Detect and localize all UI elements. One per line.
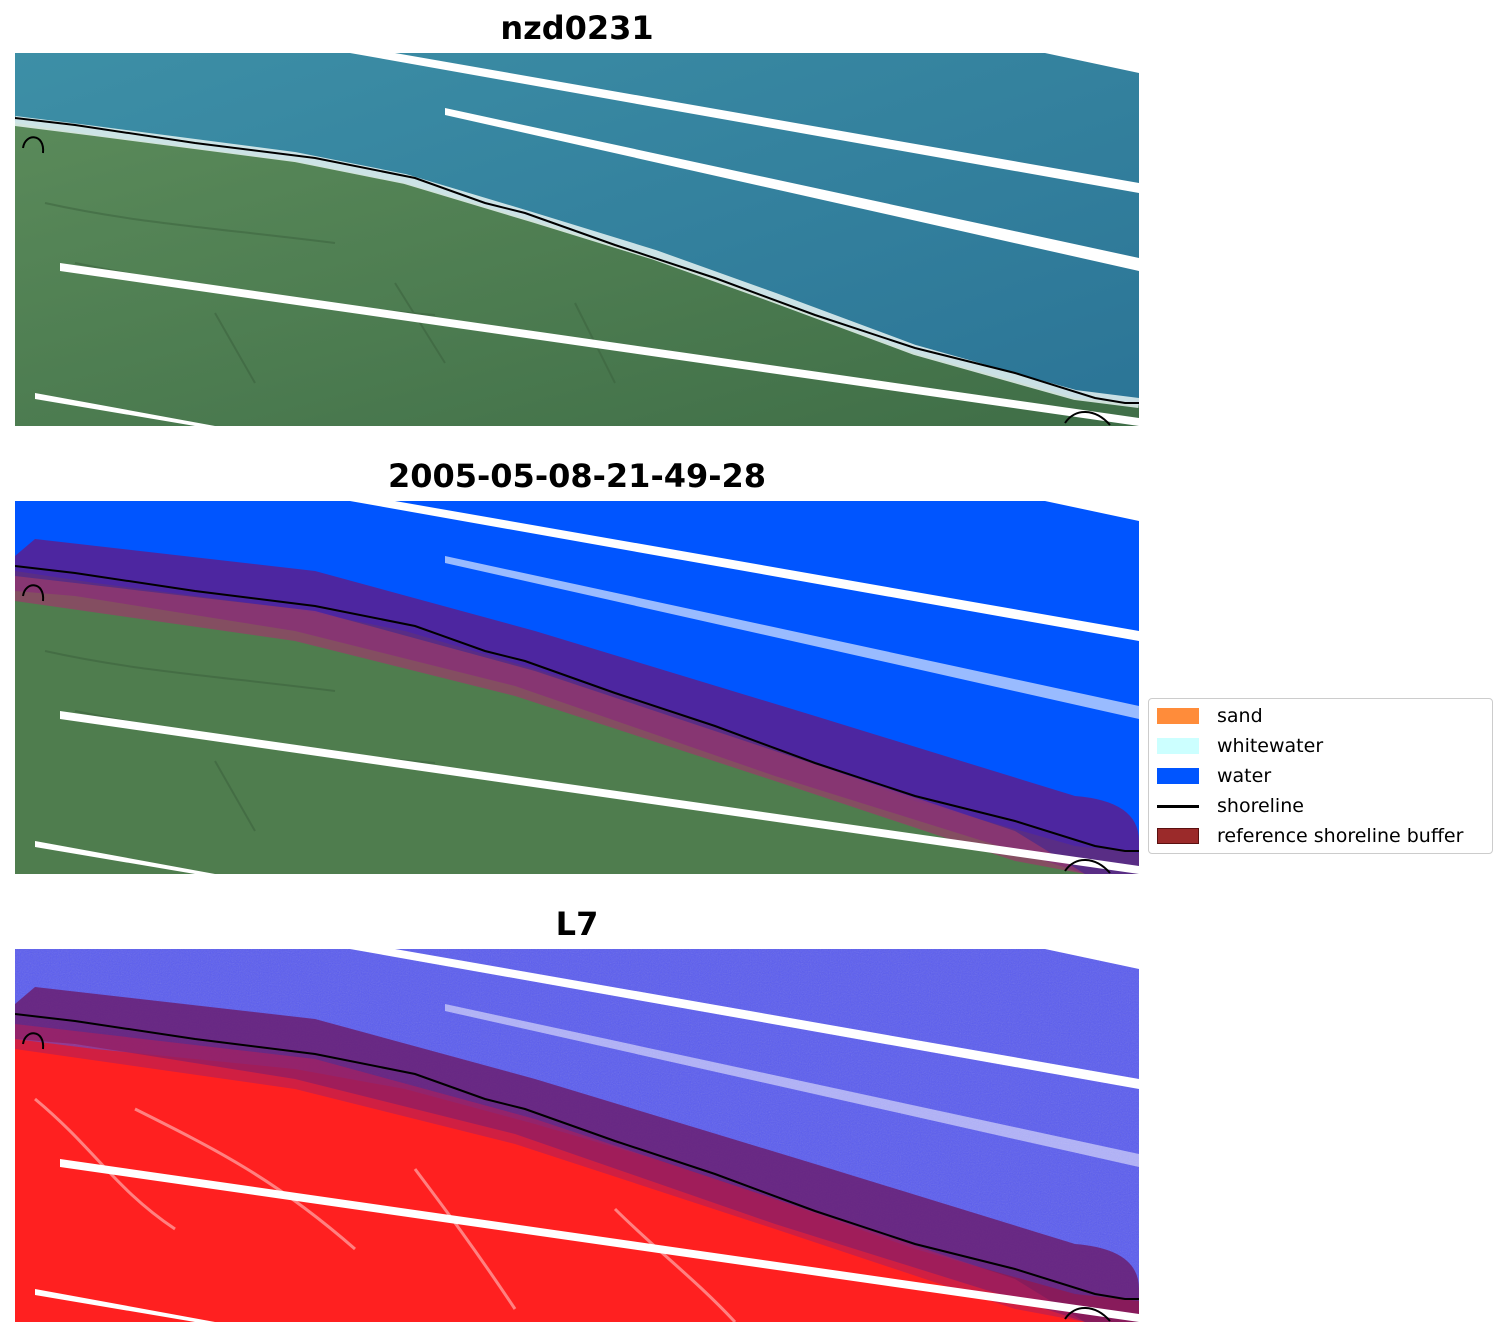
legend-item-sand: sand [1157,704,1487,728]
legend-item-shoreline: shoreline [1157,794,1487,818]
index-image-panel [15,949,1139,1322]
buffer-swatch [1157,828,1199,844]
index-image [15,949,1139,1322]
legend-item-whitewater: whitewater [1157,734,1487,758]
legend-item-buffer: reference shoreline buffer [1157,824,1487,848]
legend: sand whitewater water shoreline referenc… [1148,698,1493,854]
legend-label-buffer: reference shoreline buffer [1217,825,1464,847]
water-swatch [1157,768,1199,784]
legend-item-water: water [1157,764,1487,788]
panel-title-classified: 2005-05-08-21-49-28 [387,457,767,495]
legend-label-shoreline: shoreline [1217,795,1304,817]
legend-label-sand: sand [1217,705,1263,727]
whitewater-swatch [1157,738,1199,754]
shoreline-line [15,117,1139,404]
rgb-image-panel [15,53,1139,426]
classified-image [15,501,1139,874]
rgb-satellite-image [15,53,1139,426]
legend-label-whitewater: whitewater [1217,735,1324,757]
panel-title-index: L7 [555,905,599,943]
legend-label-water: water [1217,765,1272,787]
sand-swatch [1157,708,1199,724]
shoreline-swatch [1157,805,1199,808]
classified-image-panel [15,501,1139,874]
panel-title-rgb: nzd0231 [500,9,654,47]
